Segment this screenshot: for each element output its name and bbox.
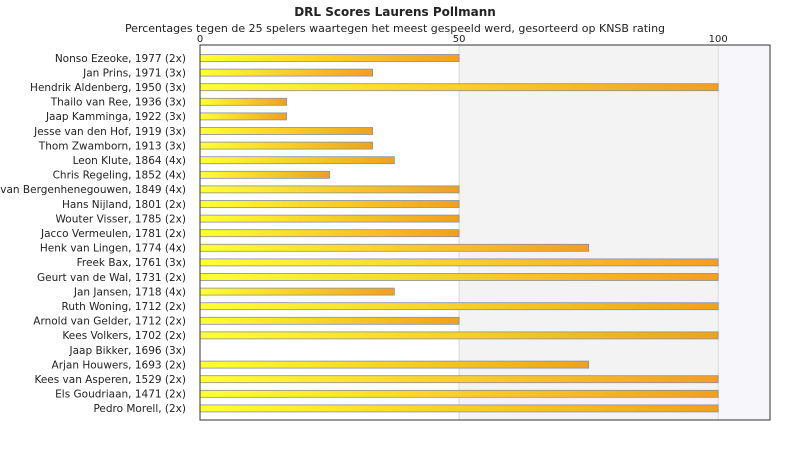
category-label: Jaap Kamminga, 1922 (3x) [45, 111, 186, 123]
category-label: Jan Prins, 1971 (3x) [82, 67, 186, 79]
category-label: Henk van Lingen, 1774 (4x) [40, 243, 186, 255]
bar [199, 331, 719, 340]
category-label: Kees Volkers, 1702 (2x) [62, 330, 186, 342]
x-tick-label: 100 [709, 34, 728, 45]
tick-labels: 0 50 100 [197, 34, 728, 45]
bar [199, 229, 460, 238]
category-label: Koen van Bergenhenegouwen, 1849 (4x) [0, 184, 186, 196]
category-label: Kees van Asperen, 1529 (2x) [34, 374, 186, 386]
category-label: Jan Jansen, 1718 (4x) [73, 286, 186, 298]
bar [199, 316, 460, 325]
category-label: Hans Nijland, 1801 (2x) [62, 199, 186, 211]
bar [199, 54, 460, 62]
category-label: Wouter Visser, 1785 (2x) [56, 213, 187, 225]
category-label: Jacco Vermeulen, 1781 (2x) [40, 228, 186, 240]
plot-frame [199, 44, 771, 421]
category-label: Chris Regeling, 1852 (4x) [53, 170, 186, 182]
category-label: Leon Klute, 1864 (4x) [73, 155, 186, 167]
bar [199, 287, 395, 296]
category-label: Nonso Ezeoke, 1977 (2x) [55, 53, 186, 65]
bar [199, 258, 719, 267]
bar [199, 97, 287, 106]
bar [199, 389, 719, 398]
bar [199, 404, 719, 413]
bar [199, 185, 460, 194]
plot-background [200, 45, 770, 420]
category-label: Thailo van Ree, 1936 (3x) [50, 97, 186, 109]
category-label: Jesse van den Hof, 1919 (3x) [33, 126, 186, 138]
bar [199, 214, 460, 223]
bar [199, 273, 719, 281]
category-label: Hendrik Aldenberg, 1950 (3x) [30, 82, 186, 94]
x-tick-label: 0 [197, 34, 203, 45]
bar [199, 156, 395, 165]
bar [199, 200, 460, 208]
bar [199, 170, 330, 179]
category-label: Freek Bax, 1761 (3x) [77, 257, 186, 269]
bar [199, 360, 590, 369]
category-label: Arjan Houwers, 1693 (2x) [52, 359, 186, 371]
category-label: Thom Zwamborn, 1913 (3x) [38, 140, 186, 152]
category-label: Jaap Bikker, 1696 (3x) [69, 345, 186, 357]
bars [199, 54, 719, 413]
category-labels: Nonso Ezeoke, 1977 (2x) Jan Prins, 1971 (… [0, 53, 186, 415]
category-label: Ruth Woning, 1712 (2x) [62, 301, 187, 313]
category-label: Els Goudriaan, 1471 (2x) [55, 389, 186, 401]
plot-band [459, 45, 719, 420]
bar [199, 302, 719, 311]
bar [199, 141, 373, 150]
bar [199, 112, 287, 121]
x-tick-label: 50 [453, 34, 466, 45]
bar [199, 83, 719, 92]
chart-subtitle: Percentages tegen de 25 spelers waartege… [124, 22, 666, 35]
category-label: Arnold van Gelder, 1712 (2x) [33, 316, 186, 328]
bar [199, 375, 719, 384]
bar [199, 127, 373, 135]
bar [199, 243, 590, 252]
bar [199, 68, 373, 77]
category-label: Geurt van de Wal, 1731 (2x) [37, 272, 186, 284]
category-label: Pedro Morell, (2x) [93, 403, 186, 415]
plot-band [718, 45, 770, 420]
chart-title: DRL Scores Laurens Pollmann [294, 5, 496, 19]
